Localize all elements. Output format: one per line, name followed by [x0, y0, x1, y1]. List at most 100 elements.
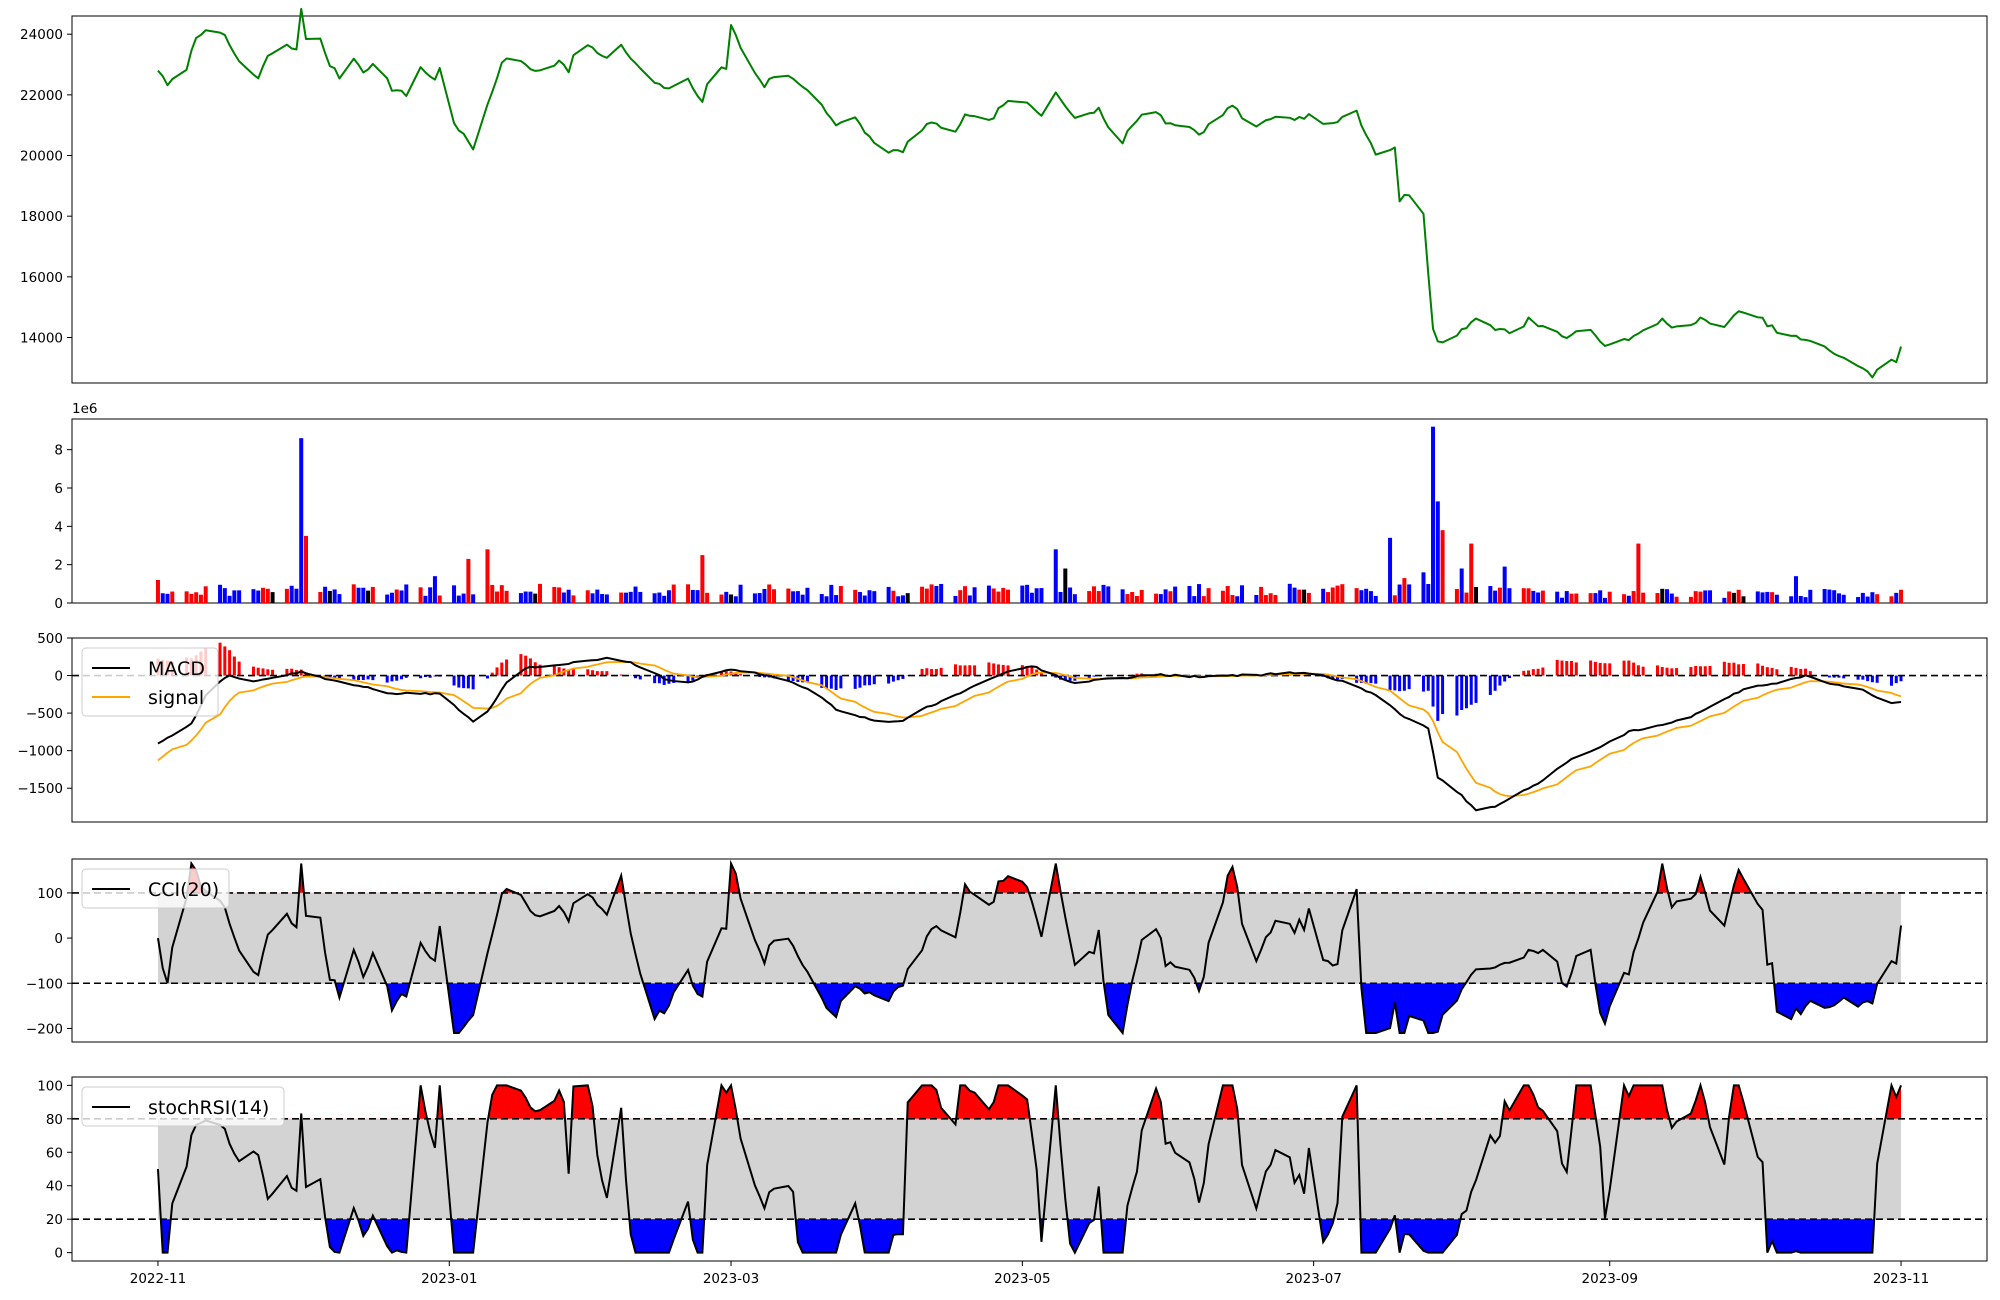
- macd-histogram-bar: [1703, 666, 1707, 676]
- volume-bar: [323, 586, 328, 603]
- macd-histogram-bar: [290, 668, 294, 676]
- volume-bar: [1192, 596, 1197, 603]
- macd-histogram-bar: [223, 646, 227, 676]
- volume-bar: [872, 591, 877, 603]
- macd-histogram-bar: [466, 675, 470, 689]
- volume-bar: [304, 535, 309, 603]
- volume-bar: [924, 588, 929, 603]
- volume-ytick-label: 2: [54, 558, 63, 574]
- volume-bar: [619, 592, 624, 603]
- volume-bar: [1464, 592, 1469, 603]
- volume-bar: [1435, 501, 1440, 603]
- volume-bar: [1020, 585, 1025, 603]
- macd-histogram-bar: [385, 675, 389, 683]
- volume-bar: [1693, 591, 1698, 603]
- volume-bar: [686, 584, 691, 603]
- volume-bar: [1101, 584, 1106, 603]
- macd-histogram-bar: [1603, 663, 1607, 676]
- macd-histogram-bar: [452, 675, 456, 686]
- volume-bar: [733, 596, 738, 603]
- volume-bar: [533, 593, 538, 603]
- macd-histogram-bar: [958, 665, 962, 676]
- volume-bar: [552, 586, 557, 603]
- macd-histogram-bar: [719, 671, 723, 676]
- volume-bar: [1889, 596, 1894, 603]
- volume-bar: [1755, 591, 1760, 603]
- macd-histogram-bar: [1689, 666, 1693, 676]
- volume-bar: [819, 594, 824, 603]
- volume-bar: [958, 590, 963, 603]
- volume-bar: [652, 593, 657, 603]
- macd-histogram-bar: [868, 675, 872, 686]
- signal-line: [157, 661, 1902, 798]
- volume-bar: [1053, 549, 1058, 603]
- macd-histogram-bar: [1020, 665, 1024, 676]
- macd-histogram-bar: [1875, 675, 1879, 683]
- macd-histogram-bar: [428, 675, 432, 678]
- volume-bar: [1431, 426, 1436, 603]
- volume-bar: [294, 588, 299, 603]
- volume-panel-frame: [71, 418, 1988, 604]
- volume-bar: [265, 588, 270, 603]
- macd-histogram-bar: [1474, 675, 1478, 703]
- volume-bar: [695, 590, 700, 603]
- macd-histogram-bar: [1039, 673, 1043, 676]
- cci-ytick-label: 100: [37, 886, 63, 902]
- volume-bar: [738, 584, 743, 603]
- macd-histogram-bar: [839, 675, 843, 689]
- volume-bar: [571, 595, 576, 603]
- macd-histogram-bar: [1527, 670, 1531, 676]
- volume-bar: [838, 586, 843, 603]
- volume-bar: [518, 593, 523, 603]
- macd-histogram-bar: [1431, 675, 1435, 707]
- volume-bar: [1402, 578, 1407, 603]
- volume-bar: [1388, 537, 1393, 603]
- volume-bar: [385, 594, 390, 603]
- volume-bar: [967, 595, 972, 603]
- volume-bar: [1006, 589, 1011, 603]
- cci-ytick-label: −200: [26, 1021, 63, 1037]
- x-tick-label: 2023-01: [421, 1271, 477, 1287]
- macd-histogram-bar: [1775, 669, 1779, 676]
- volume-bar: [1235, 596, 1240, 603]
- macd-histogram-bar: [939, 667, 943, 676]
- macd-histogram-bar: [1660, 667, 1664, 676]
- volume-bar: [757, 593, 762, 603]
- x-tick-label: 2023-09: [1582, 1271, 1638, 1287]
- x-tick-label: 2023-05: [994, 1271, 1050, 1287]
- macd-histogram-bar: [872, 675, 876, 685]
- macd-histogram-bar: [853, 675, 857, 689]
- volume-bar: [1593, 593, 1598, 603]
- macd-histogram-bar: [395, 675, 399, 681]
- macd-histogram-bar: [1398, 675, 1402, 692]
- volume-bar: [327, 590, 332, 603]
- macd-histogram-bar: [605, 671, 609, 676]
- macd-histogram-bar: [337, 675, 341, 679]
- volume-bar: [1001, 587, 1006, 603]
- volume-bar: [666, 590, 671, 603]
- macd-histogram-bar: [1856, 675, 1860, 680]
- macd-histogram-bar: [1756, 663, 1760, 676]
- volume-bar: [1827, 589, 1832, 603]
- macd-histogram-bar: [1722, 661, 1726, 676]
- volume-bar: [1698, 591, 1703, 603]
- price-ytick-label: 24000: [20, 27, 63, 43]
- volume-bar: [972, 587, 977, 603]
- volume-bar: [853, 589, 858, 603]
- macd-histogram-bar: [1593, 661, 1597, 676]
- volume-bar: [834, 595, 839, 603]
- volume-bar: [729, 594, 734, 603]
- macd-histogram-bar: [1135, 673, 1139, 676]
- cci-panel-frame: [71, 858, 1988, 1043]
- macd-histogram-bar: [1488, 675, 1492, 695]
- volume-bar: [1130, 592, 1135, 603]
- volume-bar: [862, 595, 867, 603]
- macd-histogram-bar: [1698, 666, 1702, 676]
- macd-histogram-bar: [538, 664, 542, 676]
- macd-histogram-bar: [333, 675, 337, 678]
- volume-bar: [1354, 588, 1359, 603]
- price-line: [157, 7, 1902, 379]
- macd-histogram-bar: [1589, 660, 1593, 676]
- volume-scale-label: 1e6: [72, 401, 97, 417]
- volume-bar: [485, 549, 490, 603]
